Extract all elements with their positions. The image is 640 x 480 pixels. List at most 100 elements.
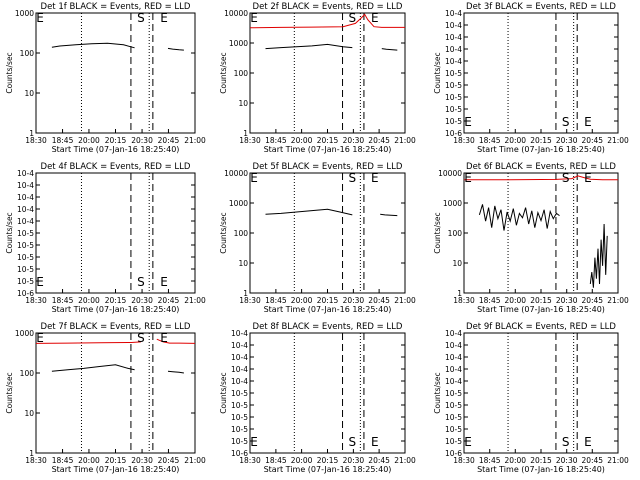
y-tick-label: 10-4 — [17, 205, 34, 214]
x-axis-label: Start Time (07-Jan-16 18:25:40) — [52, 305, 180, 314]
x-axis-label: Start Time (07-Jan-16 18:25:40) — [264, 145, 392, 154]
edge-marker-label: E — [464, 171, 472, 185]
series-events-line — [167, 47, 184, 51]
x-axis-label: Start Time (07-Jan-16 18:25:40) — [477, 145, 605, 154]
plot-frame — [463, 332, 619, 454]
y-tick-label: 10 — [238, 259, 248, 268]
y-tick-label: 1000 — [443, 199, 462, 208]
x-tick-label: 18:30 — [453, 296, 475, 305]
y-tick-label: 10-5 — [17, 229, 34, 238]
y-axis-label: Counts/sec — [5, 52, 14, 93]
x-tick-label: 20:30 — [343, 456, 365, 465]
x-tick-label: 20:00 — [78, 296, 100, 305]
start-marker-label: S — [137, 11, 145, 25]
edge-marker-label: E — [250, 435, 258, 449]
x-tick-label: 20:15 — [317, 456, 339, 465]
x-tick-label: 20:45 — [158, 456, 180, 465]
y-tick-label: 10-5 — [445, 425, 462, 434]
start-marker-label: S — [137, 275, 145, 289]
plot-frame — [249, 12, 406, 134]
y-axis-label: Counts/sec — [433, 52, 442, 93]
panel-det-4: Det 4f BLACK = Events, RED = LLD 10-4 10-4… — [5, 162, 206, 314]
y-tick-label: 100 — [448, 229, 463, 238]
y-tick-label: 10-4 — [445, 9, 462, 18]
edge-marker-label: E — [250, 171, 258, 185]
y-tick-label: 1 — [457, 289, 462, 298]
y-tick-label: 10-5 — [445, 93, 462, 102]
panel-det-9: Det 9f BLACK = Events, RED = LLD 10-4 10-4… — [433, 322, 629, 474]
edge-marker-label: E — [250, 11, 258, 25]
x-tick-label: 18:30 — [25, 456, 47, 465]
y-tick-label: 10-4 — [17, 169, 34, 178]
y-axis-label: Counts/sec — [433, 372, 442, 413]
y-axis-label: Counts/sec — [219, 212, 228, 253]
plot-frame — [35, 172, 196, 294]
x-tick-label: 20:30 — [343, 136, 365, 145]
x-tick-label: 18:45 — [479, 136, 501, 145]
x-tick-label: 20:00 — [504, 136, 526, 145]
x-tick-label: 20:00 — [504, 456, 526, 465]
panel-title: Det 2f BLACK = Events, RED = LLD — [253, 2, 403, 12]
end-marker-label: E — [584, 115, 592, 129]
y-tick-label: 10-4 — [17, 217, 34, 226]
end-marker-label: E — [160, 275, 168, 289]
x-tick-label: 20:00 — [291, 296, 313, 305]
edge-marker-label: E — [464, 115, 472, 129]
y-tick-label: 1 — [243, 289, 248, 298]
panel-det-2: Det 2f BLACK = Events, RED = LLD 10000 100… — [219, 2, 416, 154]
y-tick-label: 10-6 — [231, 449, 248, 458]
x-tick-label: 20:45 — [581, 136, 603, 145]
panel-det-6: Det 6f BLACK = Events, RED = LLD 10000 100… — [433, 162, 629, 314]
x-tick-label: 20:30 — [343, 296, 365, 305]
y-tick-label: 1000 — [229, 199, 248, 208]
x-tick-label: 20:45 — [368, 136, 390, 145]
start-marker-label: S — [562, 171, 570, 185]
y-tick-label: 1 — [29, 449, 34, 458]
panel-det-1: Det 1f BLACK = Events, RED = LLD 1000 100 1… — [5, 2, 206, 154]
panel-det-7: Det 7f BLACK = Events, RED = LLD 1000 100 1… — [5, 322, 206, 474]
x-tick-label: 21:00 — [394, 136, 416, 145]
y-tick-label: 10-5 — [231, 413, 248, 422]
x-tick-label: 20:45 — [581, 456, 603, 465]
x-tick-label: 20:15 — [317, 136, 339, 145]
end-marker-label: E — [371, 171, 379, 185]
x-tick-label: 20:00 — [78, 456, 100, 465]
x-axis-label: Start Time (07-Jan-16 18:25:40) — [477, 305, 605, 314]
edge-marker-label: E — [36, 11, 44, 25]
x-tick-label: 20:15 — [530, 456, 552, 465]
y-tick-label: 10-5 — [445, 413, 462, 422]
x-tick-label: 20:00 — [504, 296, 526, 305]
x-tick-label: 18:45 — [265, 296, 287, 305]
x-tick-label: 21:00 — [184, 456, 206, 465]
end-marker-label: E — [371, 11, 379, 25]
start-marker-label: S — [562, 435, 570, 449]
y-axis-label: Counts/sec — [433, 212, 442, 253]
x-tick-label: 21:00 — [607, 296, 629, 305]
y-tick-label: 10-5 — [17, 277, 34, 286]
y-tick-label: 10 — [238, 99, 248, 108]
x-tick-label: 20:45 — [158, 296, 180, 305]
series-events-line — [167, 370, 184, 374]
x-tick-label: 20:30 — [131, 296, 153, 305]
panel-title: Det 6f BLACK = Events, RED = LLD — [466, 162, 616, 172]
series-events-line — [381, 48, 398, 51]
series-events-line — [51, 42, 135, 49]
x-tick-label: 20:45 — [368, 456, 390, 465]
y-tick-label: 10-5 — [445, 437, 462, 446]
y-tick-label: 10-4 — [445, 365, 462, 374]
y-tick-label: 10-4 — [231, 341, 248, 350]
series-events-line — [265, 43, 353, 50]
y-tick-label: 10-6 — [445, 129, 462, 138]
series-events-line — [380, 213, 398, 217]
y-tick-label: 1000 — [229, 39, 248, 48]
y-tick-label: 10000 — [224, 169, 248, 178]
x-tick-label: 18:30 — [239, 136, 261, 145]
x-tick-label: 18:45 — [52, 136, 74, 145]
edge-marker-label: E — [36, 331, 44, 345]
start-marker-label: S — [348, 11, 356, 25]
y-tick-label: 10-4 — [445, 329, 462, 338]
x-tick-label: 18:45 — [52, 456, 74, 465]
panel-det-5: Det 5f BLACK = Events, RED = LLD 10000 100… — [219, 162, 416, 314]
y-axis-label: Counts/sec — [5, 372, 14, 413]
